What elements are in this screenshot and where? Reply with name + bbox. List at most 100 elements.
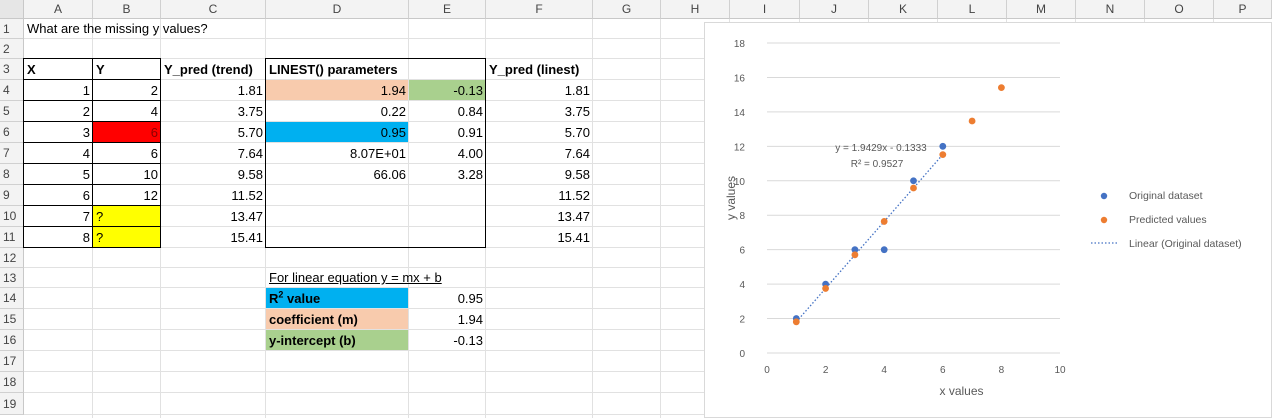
column-header-j[interactable]: J: [800, 0, 869, 19]
question-text[interactable]: What are the missing y values?: [27, 21, 208, 36]
scatter-chart[interactable]: 0 2 4 6 8 10 12 14 16 18 0 2 4 6 8 10 x values y values y …: [704, 22, 1272, 418]
cell-d4[interactable]: 1.94: [380, 83, 406, 98]
column-header-c[interactable]: C: [161, 0, 266, 19]
cell-a10[interactable]: 7: [82, 209, 90, 224]
cell-a11[interactable]: 8: [82, 230, 90, 245]
cell-b7[interactable]: 6: [150, 146, 158, 161]
row-header-14[interactable]: 14: [0, 288, 24, 309]
row-header-4[interactable]: 4: [0, 80, 24, 101]
row-header-7[interactable]: 7: [0, 143, 24, 164]
cell-a3[interactable]: X: [27, 62, 36, 77]
cell-c11[interactable]: 15.41: [230, 230, 263, 245]
gridline-horizontal: [24, 350, 1272, 351]
row-header-19[interactable]: 19: [0, 393, 24, 415]
row-header-15[interactable]: 15: [0, 309, 24, 330]
column-header-l[interactable]: L: [938, 0, 1007, 19]
column-header-d[interactable]: D: [266, 0, 409, 19]
row-header-12[interactable]: 12: [0, 248, 24, 268]
cell-c5[interactable]: 3.75: [237, 104, 263, 119]
cell-f3[interactable]: Y_pred (linest): [489, 62, 580, 77]
column-header-f[interactable]: F: [486, 0, 593, 19]
column-header-p[interactable]: P: [1214, 0, 1272, 19]
row-header-8[interactable]: 8: [0, 164, 24, 185]
equation-heading[interactable]: For linear equation y = mx + b: [269, 270, 442, 285]
column-header-i[interactable]: I: [730, 0, 800, 19]
row-header-2[interactable]: 2: [0, 39, 24, 59]
cell-a7[interactable]: 4: [82, 146, 90, 161]
x-tick-label: 8: [999, 365, 1005, 376]
cell-a9[interactable]: 6: [82, 188, 90, 203]
cell-b9[interactable]: 12: [143, 188, 158, 203]
cell-b5[interactable]: 4: [150, 104, 158, 119]
cell-f5[interactable]: 3.75: [564, 104, 590, 119]
row-header-13[interactable]: 13: [0, 268, 24, 288]
row-header-18[interactable]: 18: [0, 372, 24, 393]
trendline-equation: y = 1.9429x - 0.1333: [835, 143, 927, 154]
data-point-predicted: [998, 84, 1005, 92]
column-header-m[interactable]: M: [1007, 0, 1076, 19]
cell-b10[interactable]: ?: [96, 209, 104, 224]
cell-e7[interactable]: 4.00: [457, 146, 483, 161]
cell-b8[interactable]: 10: [143, 167, 158, 182]
cell-b11[interactable]: ?: [96, 230, 104, 245]
cell-a4[interactable]: 1: [82, 83, 90, 98]
row-header-10[interactable]: 10: [0, 206, 24, 227]
row-header-11[interactable]: 11: [0, 227, 24, 248]
row-header-3[interactable]: 3: [0, 59, 24, 80]
y-tick-label: 12: [734, 142, 746, 153]
r2-label-sup: 2: [278, 289, 284, 300]
cell-e8[interactable]: 3.28: [457, 167, 483, 182]
cell-e16[interactable]: -0.13: [453, 333, 483, 348]
trendline-r2: R² = 0.9527: [851, 159, 904, 170]
cell-f11[interactable]: 15.41: [557, 230, 590, 245]
cell-e6[interactable]: 0.91: [457, 125, 483, 140]
cell-c3[interactable]: Y_pred (trend): [164, 62, 253, 77]
cell-a8[interactable]: 5: [82, 167, 90, 182]
cell-d3[interactable]: LINEST() parameters: [269, 62, 398, 77]
column-header-e[interactable]: E: [409, 0, 486, 19]
cell-e5[interactable]: 0.84: [457, 104, 483, 119]
row-header-6[interactable]: 6: [0, 122, 24, 143]
cell-b3[interactable]: Y: [96, 62, 105, 77]
cell-e14[interactable]: 0.95: [457, 291, 483, 306]
legend-marker-predicted: [1100, 216, 1108, 224]
cell-a5[interactable]: 2: [82, 104, 90, 119]
coefficient-label[interactable]: coefficient (m): [269, 312, 358, 327]
cell-f10[interactable]: 13.47: [557, 209, 590, 224]
cell-d7[interactable]: 8.07E+01: [349, 146, 406, 161]
column-header-k[interactable]: K: [869, 0, 938, 19]
cell-f7[interactable]: 7.64: [564, 146, 590, 161]
cell-c8[interactable]: 9.58: [237, 167, 263, 182]
row-header-9[interactable]: 9: [0, 185, 24, 206]
cell-c10[interactable]: 13.47: [230, 209, 263, 224]
cell-d8[interactable]: 66.06: [373, 167, 406, 182]
cell-d6[interactable]: 0.95: [380, 125, 406, 140]
column-header-b[interactable]: B: [93, 0, 161, 19]
cell-c9[interactable]: 11.52: [231, 188, 263, 203]
column-header-n[interactable]: N: [1076, 0, 1145, 19]
cell-c6[interactable]: 5.70: [237, 125, 263, 140]
column-header-h[interactable]: H: [661, 0, 730, 19]
cell-f6[interactable]: 5.70: [564, 125, 590, 140]
row-header-5[interactable]: 5: [0, 101, 24, 122]
cell-c7[interactable]: 7.64: [237, 146, 263, 161]
row-header-17[interactable]: 17: [0, 351, 24, 372]
column-header-o[interactable]: O: [1145, 0, 1214, 19]
cell-a6[interactable]: 3: [82, 125, 90, 140]
cell-c4[interactable]: 1.81: [237, 83, 263, 98]
intercept-label[interactable]: y-intercept (b): [269, 333, 356, 348]
r2-label[interactable]: R2 value: [266, 288, 409, 309]
cell-f4[interactable]: 1.81: [564, 83, 590, 98]
cell-d5[interactable]: 0.22: [380, 104, 406, 119]
cell-e4[interactable]: -0.13: [453, 83, 483, 98]
cell-f8[interactable]: 9.58: [564, 167, 590, 182]
cell-b4[interactable]: 2: [150, 83, 158, 98]
cell-b6[interactable]: 6: [150, 125, 158, 140]
cell-e15[interactable]: 1.94: [457, 312, 483, 327]
row-header-16[interactable]: 16: [0, 330, 24, 351]
select-all-corner[interactable]: [0, 0, 24, 19]
row-header-1[interactable]: 1: [0, 19, 24, 39]
cell-f9[interactable]: 11.52: [558, 188, 590, 203]
column-header-g[interactable]: G: [593, 0, 661, 19]
column-header-a[interactable]: A: [24, 0, 93, 19]
